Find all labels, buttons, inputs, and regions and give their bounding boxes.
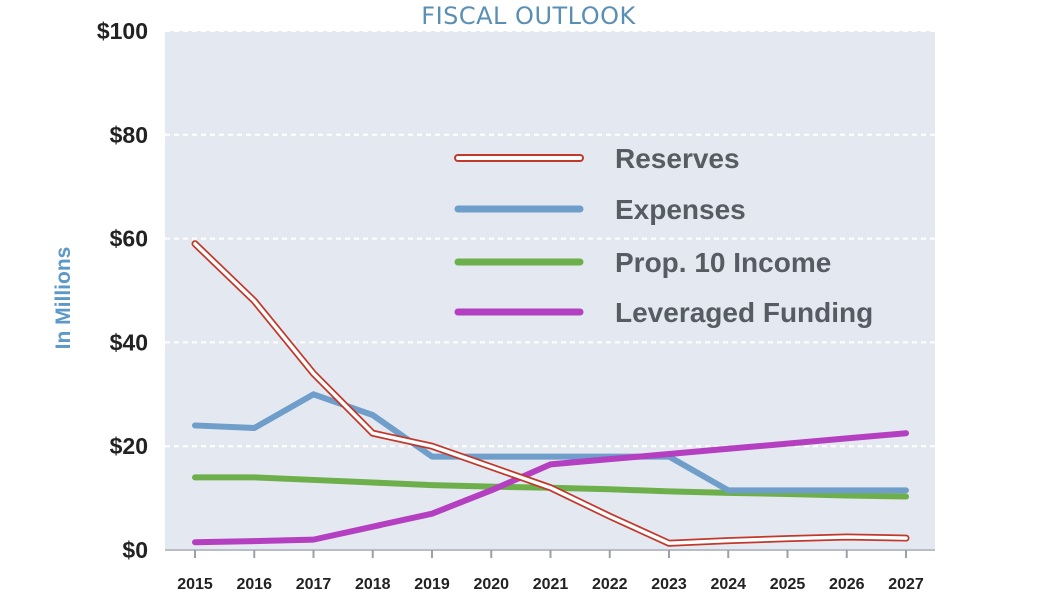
- series-line-leveraged-funding: [192, 430, 909, 546]
- x-tick-label: 2023: [651, 576, 687, 593]
- y-tick-label: $40: [110, 329, 148, 355]
- series-lines: [191, 240, 910, 547]
- y-tick-label: $80: [110, 122, 148, 148]
- x-tick-label: 2016: [236, 576, 272, 593]
- legend-label-prop-10-income: Prop. 10 Income: [615, 247, 831, 278]
- legend-label-reserves: Reserves: [615, 143, 740, 174]
- x-tick-label: 2017: [296, 576, 332, 593]
- y-axis-ticks: $0 $20 $40 $60 $80 $100: [97, 18, 148, 563]
- x-tick-label: 2022: [592, 576, 628, 593]
- series-line-reserves: [193, 242, 908, 546]
- x-tick-label: 2018: [355, 576, 391, 593]
- x-tick-label: 2015: [177, 576, 213, 593]
- chart-title: FISCAL OUTLOOK: [421, 2, 636, 30]
- y-tick-label: $60: [110, 226, 148, 252]
- x-tick-label: 2025: [770, 576, 806, 593]
- series-line-expenses: [192, 391, 909, 494]
- x-tick-label: 2021: [533, 576, 569, 593]
- legend: Reserves Expenses Prop. 10 Income Leveraged…: [454, 143, 873, 328]
- legend-label-leveraged-funding: Leveraged Funding: [615, 297, 873, 328]
- y-tick-label: $0: [122, 537, 148, 563]
- legend-label-expenses: Expenses: [615, 194, 746, 225]
- x-tick-label: 2020: [473, 576, 509, 593]
- x-tick-label: 2027: [888, 576, 924, 593]
- x-axis-ticks: 2015 2016 2017 2018 2019 2020 2021 2022 2023 2024…: [177, 550, 924, 593]
- y-tick-label: $100: [97, 18, 148, 44]
- plot-area: [165, 31, 935, 550]
- x-tick-label: 2019: [414, 576, 450, 593]
- y-tick-label: $20: [110, 433, 148, 459]
- x-tick-label: 2024: [710, 576, 746, 593]
- x-tick-label: 2026: [829, 576, 865, 593]
